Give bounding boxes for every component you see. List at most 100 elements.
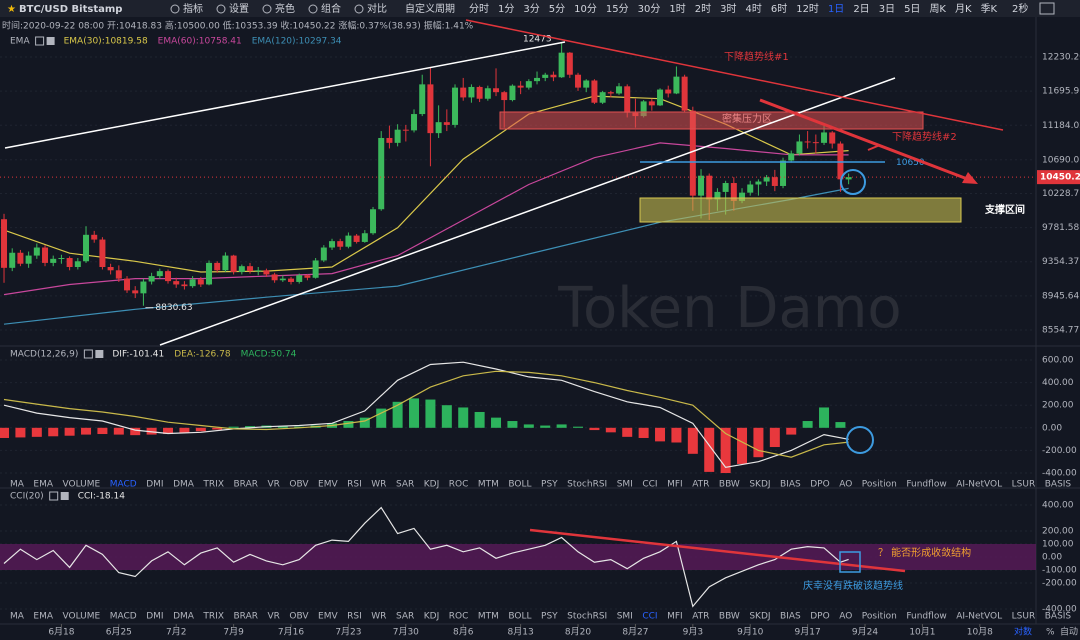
axis-option[interactable]: 对数 xyxy=(1014,626,1032,638)
indicator-tab[interactable]: BRAR xyxy=(234,612,258,622)
indicator-tab[interactable]: CCI xyxy=(642,480,657,490)
indicator-tab[interactable]: AI-NetVOL xyxy=(956,612,1002,622)
indicator-tab[interactable]: BASIS xyxy=(1045,480,1072,490)
period[interactable]: 季K xyxy=(981,3,998,15)
indicator-tab[interactable]: SAR xyxy=(396,612,414,622)
toolbar-button[interactable]: 组合 xyxy=(321,2,341,15)
period[interactable]: 3日 xyxy=(879,4,895,15)
indicator-tab[interactable]: EMV xyxy=(318,480,338,490)
indicator-tab[interactable]: SAR xyxy=(396,480,414,490)
indicator-tab[interactable]: BRAR xyxy=(234,480,258,490)
indicator-tab[interactable]: AO xyxy=(839,612,852,622)
settings-icon[interactable] xyxy=(49,491,59,501)
refresh[interactable]: 2秒 xyxy=(1012,2,1028,15)
period[interactable]: 5日 xyxy=(904,4,920,15)
indicator-tab[interactable]: StochRSI xyxy=(567,480,607,490)
close-icon[interactable] xyxy=(60,492,69,500)
indicator-tab[interactable]: ROC xyxy=(449,612,469,622)
indicator-tab[interactable]: SKDJ xyxy=(749,612,770,622)
indicator-tab[interactable]: MTM xyxy=(478,480,499,490)
period[interactable]: 6时 xyxy=(771,3,787,15)
toolbar-button[interactable]: 指标 xyxy=(183,2,203,15)
indicator-tab[interactable]: BOLL xyxy=(508,480,531,490)
axis-option[interactable]: 自动 xyxy=(1060,626,1078,638)
indicator-tab[interactable]: KDJ xyxy=(424,480,440,490)
indicator-tab[interactable]: BIAS xyxy=(780,612,801,622)
star-icon[interactable]: ★ xyxy=(7,4,16,15)
indicator-tab[interactable]: TRIX xyxy=(202,612,224,622)
period[interactable]: 2时 xyxy=(695,3,711,15)
period[interactable]: 5分 xyxy=(549,3,565,15)
indicator-tab[interactable]: TRIX xyxy=(202,480,224,490)
indicator-tab[interactable]: OBV xyxy=(289,612,309,622)
settings-icon[interactable] xyxy=(83,349,93,359)
indicator-tab[interactable]: MACD xyxy=(110,612,137,622)
indicator-tab[interactable]: SMI xyxy=(617,612,633,622)
indicator-tab[interactable]: MFI xyxy=(667,480,683,490)
period[interactable]: 4时 xyxy=(745,3,761,15)
custom-period[interactable]: 自定义周期 xyxy=(405,2,455,15)
indicator-tab[interactable]: LSUR xyxy=(1012,480,1036,490)
indicator-tab[interactable]: Fundflow xyxy=(906,480,946,490)
toolbar-button[interactable]: 亮色 xyxy=(275,2,295,15)
indicator-tab[interactable]: VR xyxy=(267,480,279,490)
close-icon[interactable] xyxy=(46,37,55,45)
toolbar-button[interactable]: 设置 xyxy=(229,3,249,15)
indicator-tab[interactable]: KDJ xyxy=(424,612,440,622)
indicator-tab[interactable]: ROC xyxy=(449,480,469,490)
period[interactable]: 1时 xyxy=(669,3,685,15)
indicator-tab[interactable]: StochRSI xyxy=(567,612,607,622)
indicator-tab[interactable]: MTM xyxy=(478,612,499,622)
indicator-tab[interactable]: RSI xyxy=(347,480,362,490)
screenshot-button[interactable] xyxy=(1039,2,1055,15)
indicator-tab[interactable]: OBV xyxy=(289,480,309,490)
indicator-tab[interactable]: PSY xyxy=(541,480,558,490)
indicator-tab[interactable]: EMA xyxy=(33,480,53,490)
period[interactable]: 周K xyxy=(929,3,946,15)
period[interactable]: 月K xyxy=(955,3,972,15)
period[interactable]: 2日 xyxy=(853,4,869,15)
indicator-tab[interactable]: CCI xyxy=(642,612,657,622)
indicator-tab[interactable]: MA xyxy=(10,480,25,490)
period[interactable]: 3时 xyxy=(720,3,736,15)
indicator-tab[interactable]: BOLL xyxy=(508,612,531,622)
indicator-tab[interactable]: AI-NetVOL xyxy=(956,480,1002,490)
period[interactable]: 10分 xyxy=(574,3,597,15)
period[interactable]: 30分 xyxy=(638,3,661,15)
indicator-tab[interactable]: PSY xyxy=(541,612,558,622)
period[interactable]: 1分 xyxy=(498,3,514,15)
indicator-tab[interactable]: DPO xyxy=(810,480,829,490)
period[interactable]: 1日 xyxy=(828,4,844,15)
indicator-tab[interactable]: MFI xyxy=(667,612,683,622)
axis-option[interactable]: % xyxy=(1046,628,1055,638)
indicator-tab[interactable]: DPO xyxy=(810,612,829,622)
indicator-tab[interactable]: SKDJ xyxy=(749,480,770,490)
indicator-tab[interactable]: MACD xyxy=(110,480,137,490)
indicator-tab[interactable]: ATR xyxy=(692,612,709,622)
indicator-tab[interactable]: BIAS xyxy=(780,480,801,490)
symbol[interactable]: BTC/USD Bitstamp xyxy=(19,4,122,15)
period[interactable]: 分时 xyxy=(469,3,489,15)
indicator-tab[interactable]: DMA xyxy=(173,480,195,490)
indicator-tab[interactable]: BASIS xyxy=(1045,612,1072,622)
settings-icon[interactable] xyxy=(35,36,45,46)
toolbar-button[interactable]: 对比 xyxy=(367,2,387,15)
indicator-tab[interactable]: DMA xyxy=(173,612,195,622)
indicator-tab[interactable]: Fundflow xyxy=(906,612,946,622)
indicator-tab[interactable]: SMI xyxy=(617,480,633,490)
period[interactable]: 12时 xyxy=(796,3,819,15)
indicator-tab[interactable]: Position xyxy=(862,612,897,622)
indicator-tab[interactable]: VOLUME xyxy=(63,612,101,622)
indicator-tab[interactable]: WR xyxy=(371,612,386,622)
indicator-tab[interactable]: RSI xyxy=(347,612,362,622)
indicator-tab[interactable]: BBW xyxy=(719,480,740,490)
indicator-tab[interactable]: EMV xyxy=(318,612,338,622)
indicator-tab[interactable]: VOLUME xyxy=(63,480,101,490)
close-icon[interactable] xyxy=(95,350,104,358)
indicator-tab[interactable]: AO xyxy=(839,480,852,490)
indicator-tab[interactable]: DMI xyxy=(146,480,163,490)
indicator-tab[interactable]: DMI xyxy=(146,612,163,622)
indicator-tab[interactable]: EMA xyxy=(33,612,53,622)
indicator-tab[interactable]: Position xyxy=(862,480,897,490)
indicator-tab[interactable]: VR xyxy=(267,612,279,622)
